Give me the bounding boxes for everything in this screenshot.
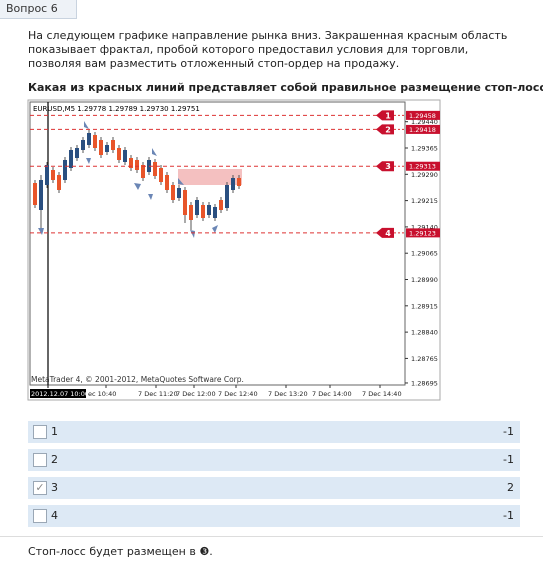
checkbox[interactable] — [33, 425, 47, 439]
price-label: 1.29140 — [411, 223, 438, 231]
option-score: -1 — [503, 453, 514, 466]
level-badge — [376, 110, 394, 121]
checkbox[interactable] — [33, 509, 47, 523]
option-score: -1 — [503, 509, 514, 522]
level-badge — [376, 124, 394, 135]
plot-area — [29, 101, 406, 386]
level-number: 1 — [385, 111, 391, 120]
price-label: 1.28840 — [411, 329, 438, 337]
symbol-header: EURUSD,M5 1.29778 1.29789 1.29730 1.2975… — [33, 105, 200, 113]
price-label: 1.29215 — [411, 197, 438, 205]
time-label: 7 Dec 14:00 — [312, 390, 352, 398]
price-label: 1.28915 — [411, 302, 438, 310]
checkbox[interactable]: ✓ — [33, 481, 47, 495]
level-price: 1.29458 — [409, 112, 436, 120]
time-label: 7 Dec 13:20 — [268, 390, 308, 398]
option-label: 1 — [51, 425, 58, 438]
option-score: 2 — [507, 481, 514, 494]
option-row[interactable]: 2 -1 — [28, 449, 520, 471]
level-number: 3 — [385, 162, 391, 171]
option-label: 2 — [51, 453, 58, 466]
question-text: На следующем графике направление рынка в… — [28, 29, 508, 70]
level-price: 1.29418 — [409, 126, 436, 134]
price-label: 1.29365 — [411, 145, 438, 153]
price-label: 1.29440 — [411, 118, 438, 126]
checkbox[interactable] — [33, 453, 47, 467]
option-score: -1 — [503, 425, 514, 438]
time-label: 2012.12.07 10:00 — [31, 390, 89, 398]
level-price: 1.29313 — [409, 163, 436, 171]
level-price-box — [406, 124, 440, 134]
price-label: 1.28765 — [411, 355, 438, 363]
time-label: 7 Dec 11:20 — [138, 390, 178, 398]
level-price: 1.29123 — [409, 229, 436, 237]
option-label: 3 — [51, 481, 58, 494]
option-row[interactable]: 4 -1 — [28, 505, 520, 527]
question-header: Вопрос 6 — [0, 0, 77, 19]
chart-image: EURUSD,M5 1.29778 1.29789 1.29730 1.2975… — [27, 99, 441, 401]
fractal-area — [178, 169, 242, 185]
time-label: ec 10:40 — [88, 390, 116, 398]
feedback: Стоп-лосс будет размещен в ❸. — [28, 545, 213, 558]
separator — [0, 536, 543, 537]
level-price-box — [406, 161, 440, 171]
level-price-box — [406, 110, 440, 120]
price-label: 1.28990 — [411, 276, 438, 284]
option-label: 4 — [51, 509, 58, 522]
level-number: 2 — [385, 125, 391, 134]
time-label: 7 Dec 14:40 — [362, 390, 402, 398]
level-badge — [376, 227, 394, 238]
price-label: 1.29290 — [411, 171, 438, 179]
copyright: MetaTrader 4, © 2001-2012, MetaQuotes So… — [31, 375, 244, 384]
price-label: 1.29065 — [411, 250, 438, 258]
time-label: 7 Dec 12:40 — [218, 390, 258, 398]
time-highlight — [30, 389, 86, 398]
option-row[interactable]: ✓ 3 2 — [28, 477, 520, 499]
level-price-box — [406, 228, 440, 238]
question-prompt: Какая из красных линий представляет собо… — [28, 81, 543, 94]
level-badge — [376, 161, 394, 172]
time-label: 7 Dec 12:00 — [176, 390, 216, 398]
level-number: 4 — [385, 229, 391, 238]
option-row[interactable]: 1 -1 — [28, 421, 520, 443]
price-label: 1.28695 — [411, 379, 438, 387]
